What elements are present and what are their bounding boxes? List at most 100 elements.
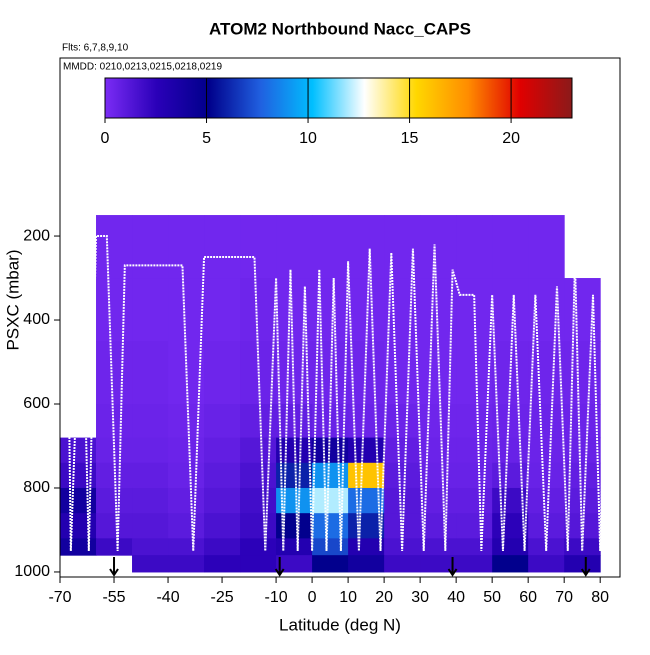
heat-cell bbox=[132, 437, 169, 464]
heat-cell bbox=[564, 487, 601, 514]
heat-cell bbox=[528, 555, 565, 573]
heat-cell bbox=[348, 278, 385, 342]
heat-cell bbox=[420, 513, 457, 539]
heat-cell bbox=[168, 462, 205, 489]
y-axis-label: PSXC (mbar) bbox=[3, 249, 22, 350]
flight-marker-arrow bbox=[447, 557, 458, 577]
heat-cell bbox=[492, 437, 529, 464]
heat-cell bbox=[528, 215, 565, 279]
heat-cell bbox=[420, 555, 457, 573]
heat-cell bbox=[240, 555, 277, 573]
x-axis-label: Latitude (deg N) bbox=[279, 615, 401, 634]
heat-cell bbox=[96, 278, 133, 342]
heat-cell bbox=[168, 538, 205, 556]
colorbar-tick-label: 15 bbox=[401, 130, 419, 147]
x-tick-label: 40 bbox=[447, 589, 465, 606]
heat-cell bbox=[276, 538, 313, 556]
heat-cell bbox=[60, 538, 97, 556]
heat-cell bbox=[312, 404, 349, 439]
heat-cell bbox=[312, 513, 349, 539]
x-tick-label: 80 bbox=[591, 589, 609, 606]
heat-cell bbox=[276, 278, 313, 342]
heat-cell bbox=[528, 487, 565, 514]
heat-cell bbox=[384, 462, 421, 489]
heat-cell bbox=[564, 278, 601, 342]
heat-cell bbox=[168, 278, 205, 342]
x-tick-label: 70 bbox=[555, 589, 573, 606]
heat-cell bbox=[204, 487, 241, 514]
heat-cell bbox=[240, 487, 277, 514]
heat-cell bbox=[204, 278, 241, 342]
colorbar-tick-label: 10 bbox=[299, 130, 317, 147]
heat-cell bbox=[456, 278, 493, 342]
heat-cell bbox=[456, 341, 493, 405]
colorbar bbox=[104, 77, 573, 119]
heat-cell bbox=[132, 278, 169, 342]
heat-cell bbox=[348, 341, 385, 405]
y-tick-label: 600 bbox=[23, 395, 50, 412]
heat-cell bbox=[420, 538, 457, 556]
heat-cell bbox=[420, 404, 457, 439]
heat-cell bbox=[456, 215, 493, 279]
heat-cell bbox=[528, 404, 565, 439]
heat-cell bbox=[384, 555, 421, 573]
heat-cell bbox=[204, 513, 241, 539]
heat-cell bbox=[384, 341, 421, 405]
plot-frame bbox=[59, 57, 621, 578]
x-tick-label: 0 bbox=[308, 589, 317, 606]
heat-cell bbox=[132, 487, 169, 514]
heat-cell bbox=[420, 437, 457, 464]
heat-cell bbox=[204, 538, 241, 556]
heat-cell bbox=[564, 555, 601, 573]
heat-cell bbox=[168, 487, 205, 514]
heat-cell bbox=[492, 513, 529, 539]
heat-cell bbox=[204, 341, 241, 405]
heat-cell bbox=[492, 215, 529, 279]
heat-cell bbox=[168, 437, 205, 464]
x-tick-label: 60 bbox=[519, 589, 537, 606]
heat-cell bbox=[132, 341, 169, 405]
y-tick-label: 400 bbox=[23, 311, 50, 328]
x-tick-label: 20 bbox=[375, 589, 393, 606]
heat-cell bbox=[96, 538, 133, 556]
heat-cell bbox=[60, 513, 97, 539]
heat-cell bbox=[348, 538, 385, 556]
heat-cell bbox=[348, 437, 385, 464]
heat-cell bbox=[528, 437, 565, 464]
heat-cell bbox=[384, 487, 421, 514]
heat-cell bbox=[492, 462, 529, 489]
heat-cell bbox=[492, 538, 529, 556]
x-tick-label: -10 bbox=[265, 589, 288, 606]
x-tick-label: 10 bbox=[339, 589, 357, 606]
flight-marker-arrow bbox=[109, 557, 119, 577]
heat-cell bbox=[240, 462, 277, 489]
heat-cell bbox=[276, 215, 313, 279]
x-tick-label: -70 bbox=[48, 589, 71, 606]
x-tick-label: -40 bbox=[156, 589, 179, 606]
heat-cell bbox=[96, 487, 133, 514]
heat-cell bbox=[312, 462, 349, 489]
heat-cell bbox=[276, 555, 313, 573]
heat-cell bbox=[168, 215, 205, 279]
colorbar-tick-label: 20 bbox=[502, 130, 520, 147]
x-tick-label: -55 bbox=[102, 589, 125, 606]
heat-cell bbox=[456, 437, 493, 464]
heat-cell bbox=[240, 437, 277, 464]
heat-cell bbox=[312, 215, 349, 279]
heat-cell bbox=[96, 513, 133, 539]
heat-cell bbox=[132, 462, 169, 489]
heat-cell bbox=[240, 513, 277, 539]
heat-cell bbox=[420, 215, 457, 279]
heat-cell bbox=[456, 555, 493, 573]
heat-cell bbox=[240, 278, 277, 342]
colorbar-tick-label: 5 bbox=[202, 130, 211, 147]
subtitle: Flts: 6,7,8,9,10 bbox=[62, 43, 129, 54]
y-tick-label: 200 bbox=[23, 227, 50, 244]
heat-cell bbox=[456, 513, 493, 539]
heat-cell bbox=[348, 487, 385, 514]
heat-cell bbox=[456, 538, 493, 556]
heat-cell bbox=[168, 513, 205, 539]
heat-cell bbox=[348, 555, 385, 573]
heat-cell bbox=[528, 462, 565, 489]
heat-cell bbox=[132, 513, 169, 539]
